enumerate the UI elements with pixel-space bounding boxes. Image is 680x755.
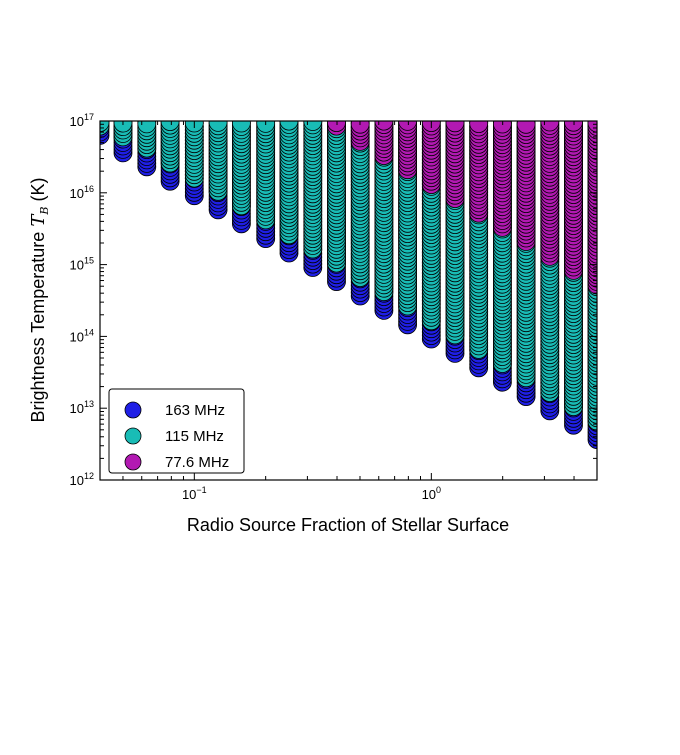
plot-frame: [99, 120, 598, 481]
point-77-6-mhz: [327, 121, 346, 132]
y-tick-label: 1017: [70, 112, 94, 129]
y-tick-label: 1016: [70, 184, 94, 201]
point-77-6-mhz: [587, 121, 597, 133]
x-tick-label: 10−1: [182, 485, 207, 502]
legend-label-115: 115 MHz: [165, 428, 224, 445]
x-tick-label: 100: [422, 485, 441, 502]
point-115-mhz: [113, 121, 133, 133]
x-axis-label: Radio Source Fraction of Stellar Surface: [187, 515, 509, 535]
point-115-mhz: [256, 121, 276, 133]
legend-marker-77: [124, 453, 142, 471]
axis-ticks: 1012 1013 1014 1015 1016 1017 10−1 100: [70, 112, 598, 502]
y-tick-label: 1012: [70, 471, 94, 488]
legend-box: [108, 388, 245, 474]
point-115-mhz: [232, 121, 251, 133]
point-77-6-mhz: [469, 121, 489, 133]
y-tick-label: 1014: [70, 327, 94, 344]
point-77-6-mhz: [445, 121, 465, 133]
point-77-6-mhz: [516, 121, 536, 134]
point-115-mhz: [137, 121, 157, 134]
point-77-6-mhz: [350, 121, 370, 134]
legend-marker-163: [124, 401, 142, 419]
point-77-6-mhz: [564, 121, 583, 132]
legend-label-163: 163 MHz: [165, 402, 225, 419]
y-tick-label: 1015: [70, 256, 94, 273]
legend-marker-115: [124, 427, 142, 445]
point-115-mhz: [208, 121, 228, 132]
point-115-mhz: [100, 121, 110, 132]
point-77-6-mhz: [493, 121, 512, 134]
point-77-6-mhz: [540, 121, 560, 132]
legend-label-77: 77.6 MHz: [165, 454, 229, 471]
data-points: [100, 121, 597, 449]
y-tick-label: 1013: [70, 399, 94, 416]
legend: 163 MHz 115 MHz 77.6 MHz: [108, 388, 245, 474]
y-axis-label: Brightness Temperature TB (K): [28, 178, 51, 423]
